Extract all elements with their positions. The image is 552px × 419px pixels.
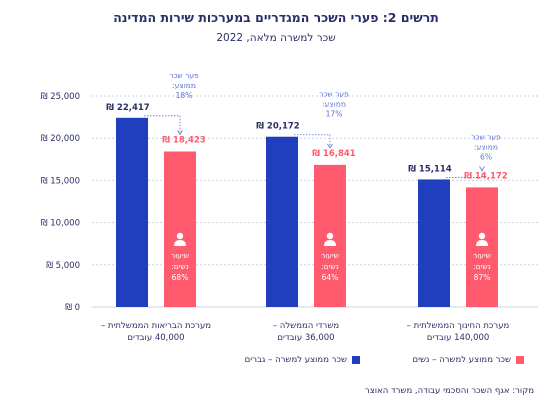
legend-swatch-men bbox=[352, 356, 360, 364]
gap-label: פער שכר bbox=[169, 71, 199, 80]
category-label: משרדי הממשלה – bbox=[273, 321, 339, 331]
gap-label: ממוצע: bbox=[474, 142, 498, 151]
data-label-women: ₪ 16,841 bbox=[312, 149, 356, 159]
category-label: 36,000 עובדים bbox=[277, 333, 334, 343]
bar-men bbox=[116, 117, 148, 307]
women-share-label: 68% bbox=[172, 273, 189, 282]
y-tick-label: ₪ 10,000 bbox=[41, 219, 80, 229]
gap-arrowhead bbox=[177, 130, 183, 136]
women-share-label: 64% bbox=[322, 273, 339, 282]
person-icon bbox=[478, 232, 486, 240]
person-icon bbox=[176, 232, 184, 240]
y-tick-label: ₪ 20,000 bbox=[41, 134, 80, 144]
gap-label: 17% bbox=[326, 110, 343, 119]
bar-women bbox=[164, 151, 196, 307]
gap-bracket bbox=[446, 169, 483, 178]
legend-item-women: שכר ממוצע למשרה – נשים bbox=[412, 355, 524, 365]
person-icon-body bbox=[324, 240, 336, 246]
chart-legend: שכר ממוצע למשרה – נשים שכר ממוצע למשרה –… bbox=[170, 355, 530, 371]
data-label-men: ₪ 15,114 bbox=[408, 164, 452, 174]
women-share-label: שיעור bbox=[171, 251, 189, 260]
women-share-label: נשים: bbox=[321, 262, 339, 271]
gap-label: ממוצע: bbox=[172, 81, 196, 90]
category-label: 140,000 עובדים bbox=[427, 333, 490, 343]
legend-label-women: שכר ממוצע למשרה – נשים bbox=[412, 355, 511, 365]
person-icon bbox=[326, 232, 334, 240]
y-tick-label: ₪ 5,000 bbox=[46, 261, 80, 271]
y-tick-label: ₪ 15,000 bbox=[41, 176, 80, 186]
gap-label: 6% bbox=[480, 152, 492, 161]
gap-label: פער שכר bbox=[471, 132, 501, 141]
category-label: מערכת החינוך הממשלתית – bbox=[407, 321, 510, 331]
bar-women bbox=[466, 187, 498, 307]
gap-arrowhead bbox=[327, 143, 333, 149]
women-share-label: 87% bbox=[474, 273, 491, 282]
chart-title: תרשים 2: פערי השכר המגדריים במערכות שירו… bbox=[113, 10, 439, 25]
women-share-label: נשים: bbox=[171, 262, 189, 271]
gap-label: פער שכר bbox=[319, 90, 349, 99]
data-label-men: ₪ 22,417 bbox=[106, 103, 150, 113]
gap-bracket bbox=[294, 134, 331, 147]
bar-men bbox=[418, 179, 450, 307]
source-note: מקור: אגף השכר והסכמי עבודה, משרד האוצר bbox=[364, 386, 534, 396]
gap-label: 18% bbox=[176, 91, 193, 100]
legend-swatch-women bbox=[516, 356, 524, 364]
women-share-label: שיעור bbox=[321, 251, 339, 260]
legend-item-men: שכר ממוצע למשרה – גברים bbox=[245, 355, 360, 365]
data-label-men: ₪ 20,172 bbox=[256, 122, 300, 132]
y-tick-label: ₪ 25,000 bbox=[41, 92, 80, 102]
data-label-women: ₪ 18,423 bbox=[162, 136, 206, 146]
chart-subtitle: שכר למשרה מלאה, 2022 bbox=[216, 32, 336, 44]
person-icon-body bbox=[476, 240, 488, 246]
person-icon-body bbox=[174, 240, 186, 246]
gap-label: ממוצע: bbox=[322, 100, 346, 109]
category-label: 40,000 עובדים bbox=[127, 333, 184, 343]
category-label: מערכת הבריאות הממשלתית – bbox=[101, 321, 211, 331]
gap-arrowhead bbox=[479, 166, 485, 172]
legend-label-men: שכר ממוצע למשרה – גברים bbox=[244, 355, 347, 365]
y-tick-label: ₪ 0 bbox=[65, 303, 80, 313]
bar-men bbox=[266, 136, 298, 307]
gap-bracket bbox=[144, 115, 181, 134]
women-share-label: נשים: bbox=[473, 262, 491, 271]
women-share-label: שיעור bbox=[473, 251, 491, 260]
data-label-women: ₪ 14,172 bbox=[464, 171, 508, 181]
